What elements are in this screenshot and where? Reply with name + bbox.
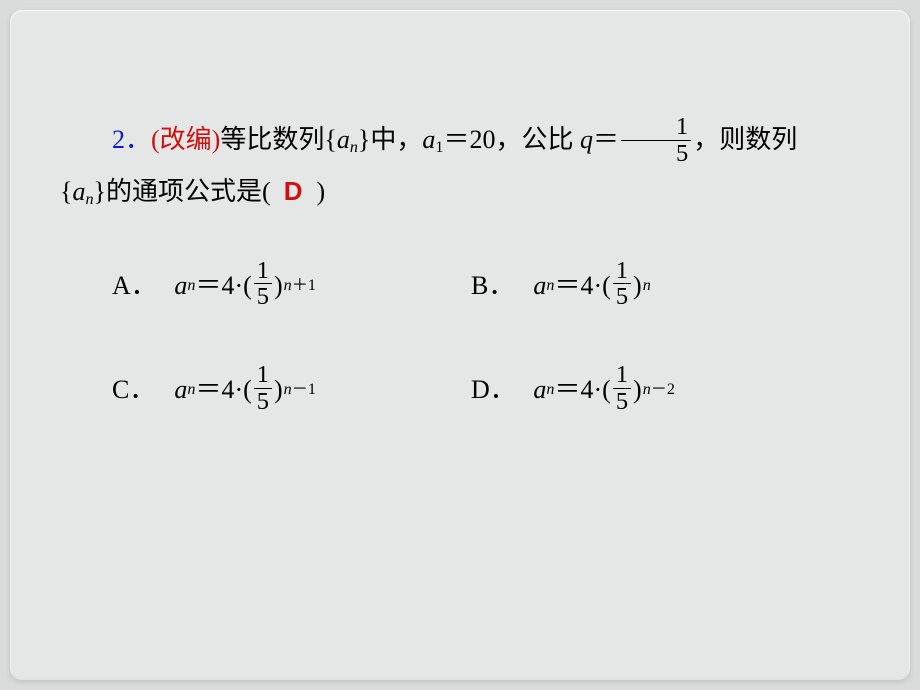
c-lhs-var: a <box>174 369 187 411</box>
var-a1: a <box>422 125 435 154</box>
b-lhs-var: a <box>533 265 546 307</box>
stem-text-4: ，则数列 <box>693 125 797 154</box>
stem-text-3: ＝20，公比 <box>443 125 580 154</box>
b-frac: 15 <box>613 258 631 310</box>
var-a: a <box>337 125 350 154</box>
a-exp: n＋1 <box>284 273 316 299</box>
c-frac-d: 5 <box>254 388 272 415</box>
a-exp-n: 1 <box>308 277 316 294</box>
a-lhs-var: a <box>174 265 187 307</box>
choice-b: B． an＝4·(15)n <box>471 260 860 312</box>
d-exp-n: 2 <box>667 381 675 398</box>
fraction-q: 15 <box>621 114 691 166</box>
c-frac: 15 <box>254 362 272 414</box>
brace-open: { <box>60 177 72 206</box>
answer-letter: D <box>284 176 304 206</box>
b-frac-d: 5 <box>613 283 631 310</box>
d-lhs-sub: n <box>546 377 554 403</box>
choice-b-label: B． <box>471 265 533 307</box>
a-lhs-sub: n <box>187 273 195 299</box>
d-exp-v: n <box>643 381 651 398</box>
b-lhs-sub: n <box>546 273 554 299</box>
a-frac-n: 1 <box>254 258 272 284</box>
choice-a: A． an＝4·(15)n＋1 <box>112 260 471 312</box>
d-close: ) <box>633 369 642 411</box>
b-frac-n: 1 <box>613 258 631 284</box>
paren-close: ) <box>316 177 325 206</box>
b-eq: ＝4·( <box>554 265 610 307</box>
b-exp: n <box>643 273 651 299</box>
eq-sign: ＝ <box>593 125 619 154</box>
c-exp: n－1 <box>284 377 316 403</box>
a-frac: 15 <box>254 258 272 310</box>
question-tag: (改编) <box>151 125 220 154</box>
sub-n: n <box>350 139 358 156</box>
slide-page: 2．(改编)等比数列{an}中，a1＝20，公比 q＝15，则数列 {an}的通… <box>10 10 910 680</box>
question-stem: 2．(改编)等比数列{an}中，a1＝20，公比 q＝15，则数列 {an}的通… <box>60 100 860 220</box>
d-exp-op: － <box>651 381 667 398</box>
choice-d-label: D． <box>471 369 533 411</box>
question-number: 2． <box>112 125 151 154</box>
d-eq: ＝4·( <box>554 369 610 411</box>
sub-n-2: n <box>85 191 93 208</box>
c-frac-n: 1 <box>254 362 272 388</box>
d-frac-d: 5 <box>613 388 631 415</box>
a-exp-v: n <box>284 277 292 294</box>
stem-text-2: }中， <box>358 125 422 154</box>
b-exp-v: n <box>643 277 651 294</box>
c-close: ) <box>274 369 283 411</box>
choice-a-label: A． <box>112 265 174 307</box>
c-exp-op: － <box>292 381 308 398</box>
a-exp-op: ＋ <box>292 277 308 294</box>
c-exp-n: 1 <box>308 381 316 398</box>
var-q: q <box>580 125 593 154</box>
a-close: ) <box>274 265 283 307</box>
var-a-2: a <box>72 177 85 206</box>
stem-text-1: 等比数列{ <box>220 125 336 154</box>
choice-c-label: C． <box>112 369 174 411</box>
frac-den: 5 <box>621 140 691 167</box>
choices-grid: A． an＝4·(15)n＋1 B． an＝4·(15)n C． an＝4·(1… <box>60 260 860 417</box>
c-lhs-sub: n <box>187 377 195 403</box>
choice-d: D． an＝4·(15)n－2 <box>471 364 860 416</box>
d-lhs-var: a <box>533 369 546 411</box>
d-exp: n－2 <box>643 377 675 403</box>
c-exp-v: n <box>284 381 292 398</box>
c-eq: ＝4·( <box>195 369 251 411</box>
d-frac-n: 1 <box>613 362 631 388</box>
a-frac-d: 5 <box>254 283 272 310</box>
b-close: ) <box>633 265 642 307</box>
a-eq: ＝4·( <box>195 265 251 307</box>
d-frac: 15 <box>613 362 631 414</box>
stem-text-5: }的通项公式是( <box>94 177 271 206</box>
choice-c: C． an＝4·(15)n－1 <box>112 364 471 416</box>
frac-num: 1 <box>621 114 691 140</box>
